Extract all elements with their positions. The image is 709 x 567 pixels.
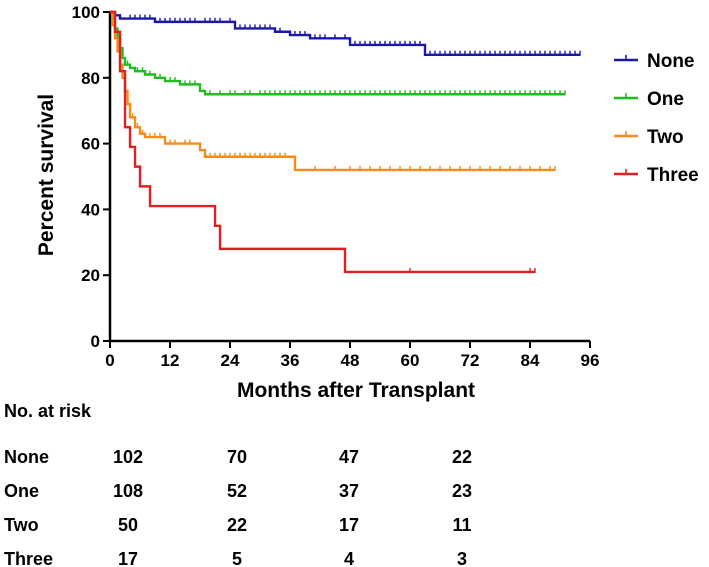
risk-row-label-two: Two	[4, 515, 39, 535]
legend-label-one: One	[647, 89, 684, 110]
risk-count: 47	[339, 447, 359, 467]
x-tick-label: 0	[105, 351, 114, 370]
legend-label-two: Two	[647, 127, 684, 148]
risk-count: 22	[227, 515, 247, 535]
risk-count: 5	[232, 549, 242, 567]
risk-row-label-three: Three	[4, 549, 53, 567]
y-tick-label: 20	[81, 266, 100, 285]
legend: None One Two Three	[614, 51, 699, 186]
risk-count: 17	[118, 549, 138, 567]
risk-rows: None 102 70 47 22 One 108 52 37 23 Two 50 22 17 11 Thre…	[4, 447, 472, 567]
x-ticks: 0 12 24 36 48 60 72 84 96	[105, 341, 599, 370]
risk-count: 70	[227, 447, 247, 467]
x-tick-label: 36	[281, 351, 300, 370]
x-tick-label: 72	[461, 351, 480, 370]
y-axis-title: Percent survival	[35, 94, 58, 256]
risk-count: 108	[113, 481, 143, 501]
y-ticks: 0 20 40 60 80 100	[72, 3, 110, 351]
x-tick-label: 48	[341, 351, 360, 370]
risk-count: 4	[344, 549, 354, 567]
x-tick-label: 84	[521, 351, 540, 370]
x-tick-label: 24	[221, 351, 240, 370]
y-tick-label: 40	[81, 200, 100, 219]
risk-row-label-one: One	[4, 481, 39, 501]
risk-count: 102	[113, 447, 143, 467]
risk-count: 22	[452, 447, 472, 467]
risk-table: No. at risk None 102 70 47 22 One 108 52 37 23 Two…	[4, 401, 472, 567]
curve-three	[110, 10, 535, 274]
y-tick-label: 100	[72, 3, 100, 22]
axes: 0 12 24 36 48 60 72 84 96 0 20 40 60 80 100	[72, 3, 600, 370]
y-tick-label: 80	[81, 69, 100, 88]
y-tick-label: 60	[81, 135, 100, 154]
curve-one	[110, 10, 565, 96]
survival-curves	[110, 10, 581, 274]
risk-count: 50	[118, 515, 138, 535]
x-tick-label: 96	[581, 351, 600, 370]
legend-label-none: None	[647, 51, 695, 72]
curve-two	[110, 10, 555, 172]
risk-count: 23	[452, 481, 472, 501]
y-tick-label: 0	[91, 332, 100, 351]
x-axis-title: Months after Transplant	[237, 379, 475, 402]
risk-row-label-none: None	[4, 447, 49, 467]
x-tick-label: 12	[161, 351, 180, 370]
x-tick-label: 60	[401, 351, 420, 370]
risk-table-title: No. at risk	[4, 401, 92, 421]
risk-count: 17	[339, 515, 359, 535]
legend-label-three: Three	[647, 165, 699, 186]
risk-count: 3	[457, 549, 467, 567]
risk-count: 11	[452, 515, 471, 535]
risk-count: 52	[227, 481, 247, 501]
risk-count: 37	[339, 481, 359, 501]
